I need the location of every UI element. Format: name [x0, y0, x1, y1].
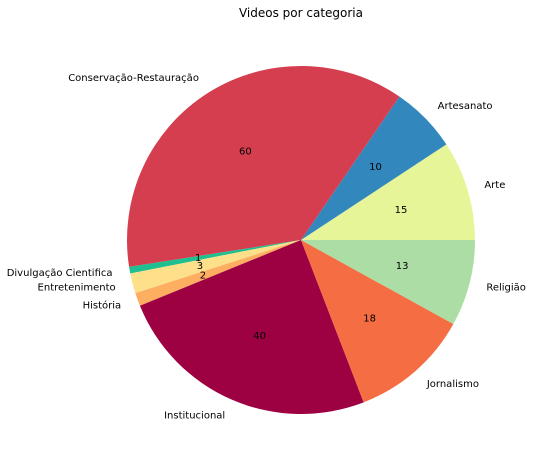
slice-label-historia: História [83, 299, 122, 311]
value-label-arte: 15 [395, 205, 408, 216]
value-label-divulgacao-cientifica: 1 [195, 253, 201, 264]
slice-label-entretenimento: Entretenimento [38, 283, 116, 294]
pie-slice-conservacao-restauracao [127, 66, 400, 267]
slice-label-arte: Arte [484, 180, 505, 191]
pie-slice-institucional [139, 240, 364, 414]
value-label-historia: 2 [200, 271, 206, 282]
slices-layer [127, 66, 475, 414]
slice-label-institucional: Institucional [164, 411, 225, 422]
value-label-jornalismo: 18 [363, 314, 376, 325]
pie-slice-divulgacao-cientifica [129, 240, 301, 274]
pie-slice-jornalismo [301, 240, 454, 403]
slice-label-divulgacao-cientifica: Divulgação Cientifica [7, 268, 113, 279]
value-label-artesanato: 10 [369, 162, 382, 173]
pie-slice-entretenimento [130, 240, 301, 294]
value-label-conservacao-restauracao: 60 [239, 147, 252, 158]
slice-label-religiao: Religião [486, 283, 526, 294]
labels-layer: Arte 15 Artesanato 10 Conservação-Restauraçã… [7, 73, 526, 422]
slice-label-jornalismo: Jornalismo [426, 379, 479, 390]
pie-slice-artesanato [301, 96, 447, 240]
pie-slice-arte [301, 144, 475, 240]
value-label-religiao: 13 [396, 261, 409, 272]
value-label-entretenimento: 3 [197, 261, 203, 272]
value-label-institucional: 40 [253, 331, 266, 342]
pie-slice-historia [135, 240, 301, 306]
slice-label-artesanato: Artesanato [438, 101, 493, 112]
slice-label-conservacao-restauracao: Conservação-Restauração [68, 73, 199, 84]
pie-slice-religiao [301, 240, 475, 325]
chart-title: Videos por categoria [239, 6, 363, 20]
